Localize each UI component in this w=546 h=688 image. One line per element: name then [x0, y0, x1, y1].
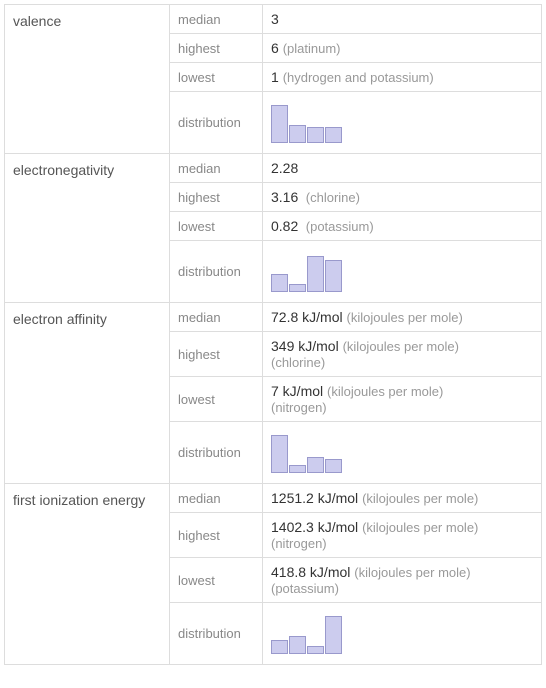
chart-bar	[325, 260, 342, 292]
electronegativity-median: 2.28	[263, 154, 542, 183]
element-text: (platinum)	[283, 41, 341, 56]
chart-bar	[307, 256, 324, 292]
property-name-electron-affinity: electron affinity	[5, 303, 170, 484]
distribution-chart	[271, 433, 533, 473]
chart-bar	[271, 435, 288, 473]
electronegativity-distribution	[263, 241, 542, 303]
electronegativity-lowest: 0.82 (potassium)	[263, 212, 542, 241]
label-highest: highest	[170, 34, 263, 63]
label-lowest: lowest	[170, 212, 263, 241]
label-distribution: distribution	[170, 92, 263, 154]
element-text: (hydrogen and potassium)	[283, 70, 434, 85]
valence-median: 3	[263, 5, 542, 34]
ionization-highest: 1402.3 kJ/mol (kilojoules per mole) (nit…	[263, 513, 542, 558]
value-text: 1251.2 kJ/mol	[271, 490, 358, 506]
label-median: median	[170, 5, 263, 34]
unit-text: (kilojoules per mole)	[362, 520, 478, 535]
label-lowest: lowest	[170, 558, 263, 603]
unit-text: (kilojoules per mole)	[354, 565, 470, 580]
chart-bar	[325, 459, 342, 473]
electron-affinity-distribution	[263, 422, 542, 484]
electronegativity-highest: 3.16 (chlorine)	[263, 183, 542, 212]
electron-affinity-median: 72.8 kJ/mol (kilojoules per mole)	[263, 303, 542, 332]
label-median: median	[170, 484, 263, 513]
property-name-ionization: first ionization energy	[5, 484, 170, 665]
label-highest: highest	[170, 183, 263, 212]
unit-text: (kilojoules per mole)	[327, 384, 443, 399]
value-text: 0.82	[271, 218, 298, 234]
value-text: 1402.3 kJ/mol	[271, 519, 358, 535]
ionization-median: 1251.2 kJ/mol (kilojoules per mole)	[263, 484, 542, 513]
label-median: median	[170, 154, 263, 183]
distribution-chart	[271, 614, 533, 654]
valence-lowest: 1 (hydrogen and potassium)	[263, 63, 542, 92]
ionization-lowest: 418.8 kJ/mol (kilojoules per mole) (pota…	[263, 558, 542, 603]
chart-bar	[271, 105, 288, 143]
value-text: 349 kJ/mol	[271, 338, 339, 354]
label-distribution: distribution	[170, 603, 263, 665]
element-text: (potassium)	[306, 219, 374, 234]
label-distribution: distribution	[170, 241, 263, 303]
ionization-distribution	[263, 603, 542, 665]
element-text: (chlorine)	[306, 190, 360, 205]
unit-text: (kilojoules per mole)	[362, 491, 478, 506]
chart-bar	[289, 465, 306, 473]
chart-bar	[325, 127, 342, 143]
value-text: 1	[271, 69, 279, 85]
label-distribution: distribution	[170, 422, 263, 484]
properties-table: valence median 3 highest 6 (platinum) lo…	[4, 4, 542, 665]
value-text: 6	[271, 40, 279, 56]
chart-bar	[289, 284, 306, 292]
electron-affinity-highest: 349 kJ/mol (kilojoules per mole) (chlori…	[263, 332, 542, 377]
property-name-electronegativity: electronegativity	[5, 154, 170, 303]
chart-bar	[307, 457, 324, 473]
label-highest: highest	[170, 332, 263, 377]
value-text: 3.16	[271, 189, 298, 205]
distribution-chart	[271, 252, 533, 292]
value-text: 7 kJ/mol	[271, 383, 323, 399]
chart-bar	[271, 640, 288, 654]
chart-bar	[289, 125, 306, 143]
property-name-valence: valence	[5, 5, 170, 154]
element-text: (nitrogen)	[271, 536, 327, 551]
chart-bar	[289, 636, 306, 654]
chart-bar	[325, 616, 342, 654]
chart-bar	[307, 127, 324, 143]
element-text: (potassium)	[271, 581, 339, 596]
label-lowest: lowest	[170, 63, 263, 92]
label-highest: highest	[170, 513, 263, 558]
distribution-chart	[271, 103, 533, 143]
unit-text: (kilojoules per mole)	[346, 310, 462, 325]
electron-affinity-lowest: 7 kJ/mol (kilojoules per mole) (nitrogen…	[263, 377, 542, 422]
unit-text: (kilojoules per mole)	[343, 339, 459, 354]
chart-bar	[307, 646, 324, 654]
label-median: median	[170, 303, 263, 332]
valence-highest: 6 (platinum)	[263, 34, 542, 63]
value-text: 72.8 kJ/mol	[271, 309, 343, 325]
element-text: (chlorine)	[271, 355, 325, 370]
label-lowest: lowest	[170, 377, 263, 422]
value-text: 418.8 kJ/mol	[271, 564, 350, 580]
valence-distribution	[263, 92, 542, 154]
chart-bar	[271, 274, 288, 292]
element-text: (nitrogen)	[271, 400, 327, 415]
